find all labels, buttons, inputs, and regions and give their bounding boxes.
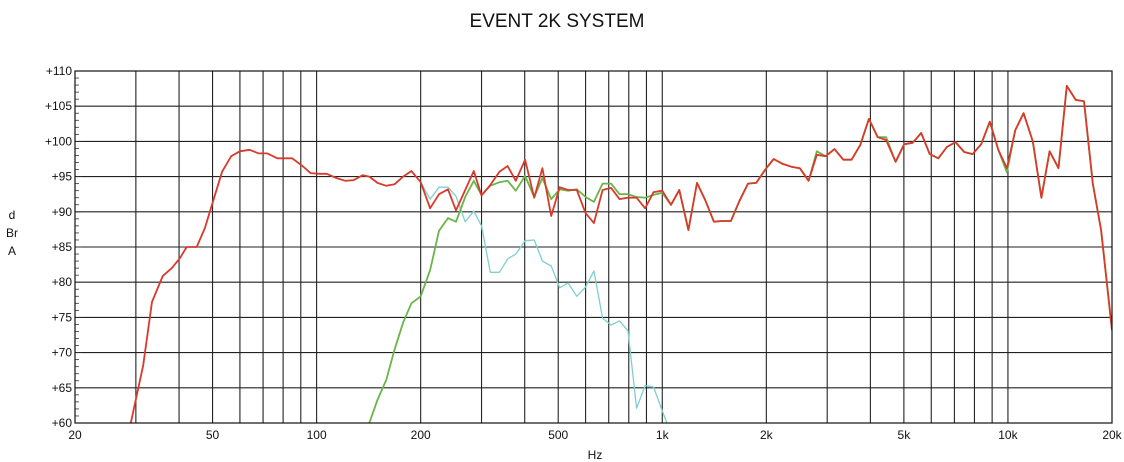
y-tick-label: +70 [52,346,73,360]
series-line-3 [129,84,1112,423]
x-tick-label: 500 [548,428,568,442]
x-tick-label: 2k [760,428,774,442]
grid [75,70,1112,424]
x-tick-label: 20 [68,428,82,442]
y-tick-label: +100 [45,134,72,148]
y-tick-label: +65 [52,381,73,395]
series-line-2 [368,84,1112,423]
x-tick-label: 10k [998,428,1018,442]
series-lines [129,84,1112,423]
y-tick-label: +110 [46,64,72,78]
series-line-1 [130,149,668,423]
x-tick-label: 20k [1102,428,1122,442]
x-tick-label: 200 [411,428,431,442]
x-tick-label: 1k [656,428,670,442]
y-tick-label: +105 [45,99,72,113]
y-tick-label: +60 [52,416,73,430]
y-axis-label: dBrA [6,208,18,258]
y-tick-label: +95 [52,170,73,184]
x-axis-label: Hz [588,448,603,462]
x-axis: 20 50 100 200 500 1k 2k 5k 10k 20k [68,428,1122,442]
y-tick-label: +80 [52,275,73,289]
x-tick-label: 50 [206,428,220,442]
y-tick-label: +75 [52,310,73,324]
y-tick-label: +90 [52,205,73,219]
x-tick-label: 5k [898,428,912,442]
plot-frame [74,70,1113,424]
y-axis: +60 +65 +70 +75 +80 +85 +90 +95 +100 +105 +110 [45,64,81,430]
chart-title: EVENT 2K SYSTEM [470,11,645,32]
x-tick-label: 100 [307,428,327,442]
y-tick-label: +85 [52,240,73,254]
